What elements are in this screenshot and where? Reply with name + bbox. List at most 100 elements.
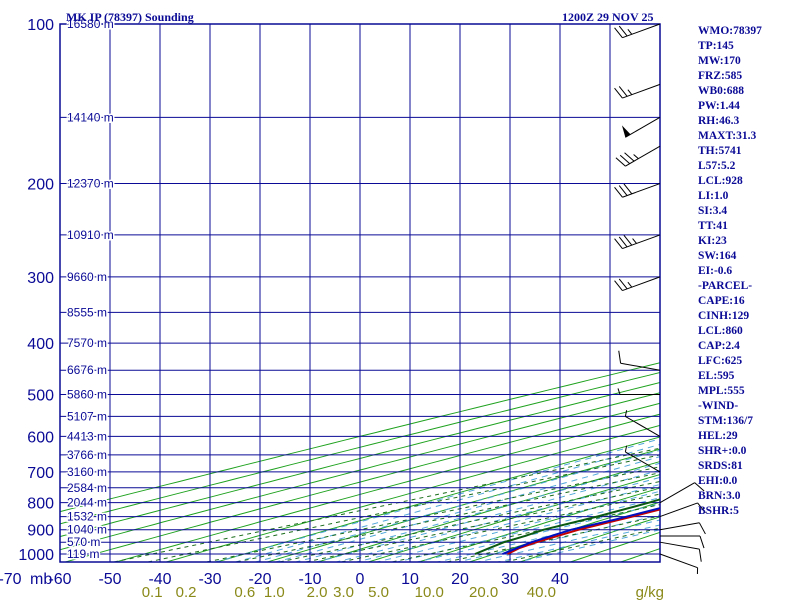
barb-staff [659, 502, 698, 518]
barb-flag [697, 502, 706, 514]
index-line: SRDS:81 [698, 460, 743, 472]
wind-barb [617, 388, 660, 395]
wind-barb [659, 482, 705, 504]
height-label: 4413 m [67, 429, 107, 443]
pressure-unit-label: mb [30, 571, 52, 588]
mixing-ratio-line [145, 454, 660, 562]
wind-barb [614, 276, 661, 292]
barb-half-flag [627, 89, 633, 95]
parcel-line [502, 507, 660, 555]
wind-barb [621, 116, 661, 138]
barb-flag [699, 535, 705, 549]
barb-staff [625, 415, 661, 437]
height-label: 16580 m [67, 17, 114, 31]
moist-adiabat [233, 443, 660, 562]
index-line: WB0:688 [698, 85, 744, 97]
barb-half-flag [632, 238, 637, 244]
index-line: LI:1.0 [698, 190, 729, 202]
barb-flag [614, 27, 623, 38]
dry-adiabat [164, 424, 660, 562]
index-line: BSHR:5 [698, 505, 739, 517]
temperature-tick-label: 10 [401, 571, 419, 588]
mixing-ratio-label: 40.0 [527, 584, 556, 600]
barb-staff [622, 276, 661, 292]
temperature-tick-label: 30 [501, 571, 519, 588]
height-label: 5860 m [67, 387, 107, 401]
dry-adiabat [60, 362, 660, 513]
barb-half-flag [624, 410, 628, 417]
wind-barb [614, 183, 661, 198]
dry-adiabat [417, 487, 660, 562]
height-label: 3160 m [67, 465, 107, 479]
height-label: 10910 m [67, 228, 114, 242]
index-line: LFC:625 [698, 355, 743, 367]
index-line: TT:41 [698, 220, 728, 232]
mixing-ratio-line [303, 486, 660, 562]
barb-staff [622, 23, 661, 39]
barb-flag [623, 234, 633, 246]
temperature-line [507, 508, 660, 555]
temperature-tick-label: 0 [356, 571, 365, 588]
dry-adiabat [315, 461, 660, 562]
barb-flag [618, 350, 622, 364]
wind-barb [660, 535, 705, 549]
dry-adiabat [60, 381, 660, 538]
height-label: 9660 m [67, 270, 107, 284]
height-label: 570 m [67, 535, 100, 549]
height-labels: 16580 m 14140 m 12370 m 10910 m 9660 m 8555 m… [66, 16, 116, 563]
temperature-tick-label: -50 [98, 571, 121, 588]
barb-staff [659, 482, 695, 504]
barb-flag [618, 278, 628, 290]
index-line: EI:-0.6 [698, 265, 733, 277]
height-label: 1040 m [67, 523, 107, 537]
barb-staff [625, 116, 661, 138]
height-label: 6676 m [67, 363, 107, 377]
barb-flag [698, 522, 706, 535]
barb-flag [618, 86, 628, 97]
height-label: 5107 m [67, 409, 107, 423]
barb-half-flag [624, 445, 628, 453]
wind-barb [614, 23, 661, 39]
dry-adiabat [265, 448, 660, 562]
temperature-tick-label: 40 [551, 571, 569, 588]
dry-adiabat [60, 371, 660, 525]
index-line: CINH:129 [698, 310, 750, 322]
pressure-tick-label: 400 [27, 336, 54, 353]
height-label: 7570 m [67, 336, 107, 350]
index-line: SI:3.4 [698, 205, 728, 217]
barb-half-flag [633, 154, 639, 160]
mixing-ratio-label: 3.0 [333, 584, 354, 600]
barb-flag [694, 482, 705, 492]
temperature-tick-label: 20 [451, 571, 469, 588]
index-line: BRN:3.0 [698, 490, 741, 502]
dewpoint-line [474, 498, 660, 555]
grid [59, 23, 661, 563]
height-label: 1532 m [67, 510, 107, 524]
index-line: CAP:2.4 [698, 340, 740, 352]
mixing-ratio-label: 0.6 [234, 584, 255, 600]
index-line: KI:23 [698, 235, 727, 247]
moist-adiabat [334, 476, 660, 562]
mixing-ratio-lines [111, 447, 660, 562]
wind-barb [618, 350, 661, 371]
index-line: WMO:78397 [698, 25, 762, 37]
wind-barbs [614, 23, 706, 575]
wind-barb [615, 145, 661, 167]
mixing-ratio-label: 20.0 [469, 584, 498, 600]
pressure-tick-label: 300 [27, 270, 54, 287]
barb-flag [614, 187, 623, 198]
moist-adiabat [415, 503, 660, 562]
barb-half-flag [627, 28, 633, 35]
barb-pennant [621, 125, 631, 138]
temperature-tick-label: -70 [0, 571, 22, 588]
index-line: FRZ:585 [698, 70, 743, 82]
index-line: RH:46.3 [698, 115, 740, 127]
index-line: TH:5741 [698, 145, 742, 157]
height-label: 3766 m [67, 448, 107, 462]
barb-flag [619, 154, 631, 165]
height-label: 12370 m [67, 177, 114, 191]
barb-flag [618, 236, 628, 248]
wind-barb [614, 83, 661, 99]
dry-adiabat [113, 413, 660, 562]
